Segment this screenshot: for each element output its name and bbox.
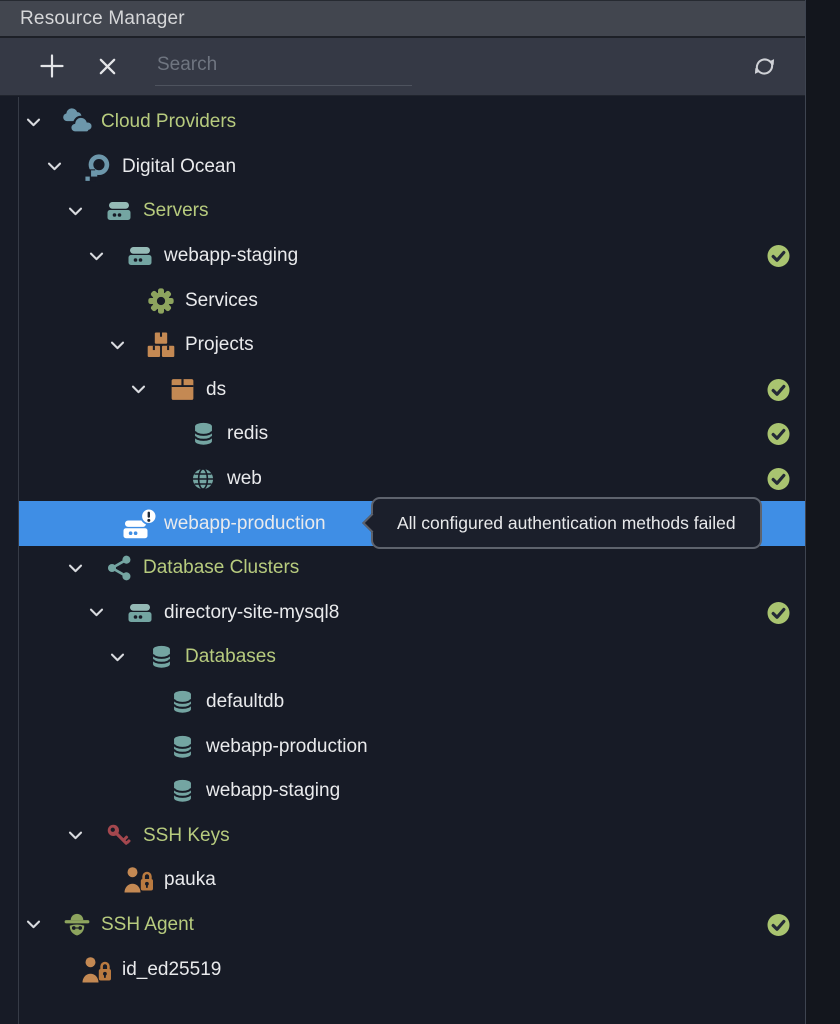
search-input[interactable] [155,50,412,86]
tree-row-label: Projects [185,334,254,356]
tree-row[interactable]: pauka [19,858,805,903]
tree-row[interactable]: Database Clusters [19,546,805,591]
status-ok-icon [767,423,790,446]
tree-row-label: id_ed25519 [122,958,222,980]
chevron-down-icon[interactable] [124,380,152,399]
panel-title: Resource Manager [20,7,185,29]
tree-row-label: webapp-production [206,735,368,757]
tree-row[interactable]: SSH Keys [19,814,805,859]
chevron-down-icon[interactable] [61,826,89,845]
chevron-down-icon[interactable] [19,915,47,934]
chevron-down-icon[interactable] [82,603,110,622]
tree-row-label: Digital Ocean [122,155,237,177]
box-icon [164,375,200,404]
tree-row[interactable]: id_ed25519 [19,947,805,992]
tree-row-label: redis [227,423,269,445]
status-ok-icon [767,378,790,401]
tree-row-label: pauka [164,869,216,891]
globe-icon [185,465,221,493]
key-icon [101,821,137,851]
database-icon [164,733,200,761]
remove-button[interactable] [97,56,118,80]
database-icon [143,643,179,671]
tooltip-text: All configured authentication methods fa… [397,512,736,533]
chevron-down-icon[interactable] [40,157,68,176]
toolbar [0,38,805,96]
right-gutter [807,0,840,1024]
server-icon [122,240,158,272]
tree-row-label: webapp-production [164,512,326,534]
tree-row[interactable]: Databases [19,635,805,680]
tree-row[interactable]: directory-site-mysql8 [19,591,805,636]
boxes-icon [143,330,179,360]
error-tooltip: All configured authentication methods fa… [361,497,762,549]
database-icon [164,688,200,716]
chevron-down-icon[interactable] [103,648,131,667]
tree-row-label: web [227,468,262,490]
server-icon [101,195,137,227]
chevron-down-icon[interactable] [103,336,131,355]
search-field-wrap [155,50,412,88]
tree-row-label: Databases [185,646,276,668]
tree-row[interactable]: webapp-production [19,724,805,769]
person-lock-icon [122,865,158,895]
tree-row[interactable]: ds [19,368,805,413]
person-lock-icon [80,955,116,985]
tree-row[interactable]: Projects [19,323,805,368]
database-icon [185,420,221,448]
status-ok-icon [767,245,790,268]
digitalocean-icon [80,152,116,182]
tree-indent-guide [18,97,19,1024]
tree-row-label: ds [206,378,227,400]
tree-row-label: Services [185,289,258,311]
tree-row[interactable]: webapp-staging [19,769,805,814]
status-ok-icon [767,913,790,936]
tree-row[interactable]: Services [19,278,805,323]
refresh-button[interactable] [751,53,778,83]
tree-row[interactable]: defaultdb [19,680,805,725]
tree-row[interactable]: webapp-staging [19,234,805,279]
clouds-icon [59,107,95,137]
add-button[interactable] [38,52,66,83]
plus-icon [38,52,66,83]
close-icon [97,56,118,80]
database-icon [164,777,200,805]
status-ok-icon [767,601,790,624]
tree-row[interactable]: Cloud Providers [19,100,805,145]
tree-row[interactable]: redis [19,412,805,457]
chevron-down-icon[interactable] [61,202,89,221]
tree-row-label: Servers [143,200,209,222]
share-icon [101,554,137,582]
tree-row-label: webapp-staging [206,780,341,802]
tree-row[interactable]: web [19,457,805,502]
chevron-down-icon[interactable] [82,247,110,266]
tree-row-label: SSH Agent [101,913,194,935]
tree-row[interactable]: Servers [19,189,805,234]
chevron-down-icon[interactable] [19,113,47,132]
tree-row[interactable]: SSH Agent [19,903,805,948]
titlebar: Resource Manager [0,0,805,38]
tree-row-label: defaultdb [206,691,285,713]
spy-icon [59,910,95,940]
server-alert-icon [122,507,158,541]
tree-row-label: SSH Keys [143,824,230,846]
status-ok-icon [767,468,790,491]
server-icon [122,597,158,629]
gear-icon [143,286,179,316]
chevron-down-icon[interactable] [61,559,89,578]
tree-row-label: webapp-staging [164,245,299,267]
refresh-icon [751,53,778,83]
tree-row-label: directory-site-mysql8 [164,601,340,623]
tree-row-label: Database Clusters [143,557,300,579]
tree-row[interactable]: Digital Ocean [19,145,805,190]
tree-row-label: Cloud Providers [101,111,237,133]
